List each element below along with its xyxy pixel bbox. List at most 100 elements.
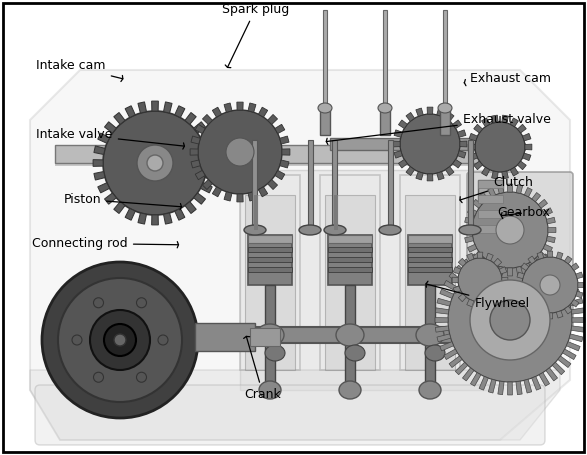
Ellipse shape: [438, 103, 452, 113]
Polygon shape: [566, 289, 580, 298]
Circle shape: [490, 300, 530, 340]
Bar: [408, 267, 452, 272]
Polygon shape: [268, 115, 278, 125]
Polygon shape: [572, 318, 585, 323]
Polygon shape: [486, 299, 493, 307]
Polygon shape: [556, 311, 563, 318]
Polygon shape: [399, 120, 407, 129]
Bar: [468, 140, 473, 230]
Polygon shape: [525, 144, 532, 150]
Polygon shape: [452, 277, 458, 283]
Polygon shape: [488, 187, 495, 197]
Polygon shape: [446, 112, 454, 121]
Polygon shape: [436, 326, 449, 332]
Polygon shape: [30, 70, 570, 440]
Polygon shape: [446, 167, 454, 176]
Polygon shape: [510, 118, 518, 126]
Polygon shape: [532, 250, 541, 263]
Bar: [425, 285, 435, 385]
Ellipse shape: [265, 345, 285, 361]
Polygon shape: [212, 107, 222, 117]
Circle shape: [226, 138, 254, 166]
Polygon shape: [164, 102, 172, 113]
Polygon shape: [248, 192, 256, 201]
Polygon shape: [558, 356, 571, 368]
Text: Flywheel: Flywheel: [426, 281, 529, 310]
Polygon shape: [546, 236, 555, 243]
Polygon shape: [502, 115, 508, 123]
Bar: [334, 195, 338, 230]
Polygon shape: [500, 286, 507, 293]
Polygon shape: [437, 298, 451, 306]
Polygon shape: [104, 122, 116, 133]
Polygon shape: [437, 108, 444, 116]
Polygon shape: [576, 291, 583, 298]
Circle shape: [540, 275, 560, 295]
Bar: [245, 195, 295, 370]
Polygon shape: [200, 183, 212, 193]
Polygon shape: [510, 167, 518, 176]
Ellipse shape: [318, 103, 332, 113]
Polygon shape: [416, 108, 423, 116]
Circle shape: [58, 278, 182, 402]
Polygon shape: [481, 167, 490, 176]
Circle shape: [137, 298, 147, 308]
Polygon shape: [453, 286, 461, 293]
Polygon shape: [125, 106, 135, 117]
Bar: [248, 235, 292, 243]
Polygon shape: [125, 208, 135, 220]
Polygon shape: [508, 245, 512, 258]
Polygon shape: [465, 217, 474, 224]
Polygon shape: [440, 289, 454, 298]
Bar: [325, 195, 375, 370]
Polygon shape: [517, 291, 524, 298]
Polygon shape: [566, 342, 580, 351]
Polygon shape: [212, 187, 222, 197]
Polygon shape: [552, 362, 565, 375]
Circle shape: [90, 310, 150, 370]
Circle shape: [475, 122, 525, 172]
Polygon shape: [406, 167, 414, 176]
Polygon shape: [543, 208, 552, 216]
Polygon shape: [552, 265, 565, 278]
Polygon shape: [175, 106, 185, 117]
Polygon shape: [521, 263, 529, 271]
Polygon shape: [498, 245, 504, 259]
Polygon shape: [502, 277, 508, 283]
Bar: [254, 195, 258, 230]
Polygon shape: [528, 256, 535, 264]
Polygon shape: [524, 263, 532, 273]
Circle shape: [147, 155, 163, 171]
Polygon shape: [456, 362, 468, 375]
Bar: [328, 235, 372, 285]
Polygon shape: [94, 146, 105, 155]
Circle shape: [158, 335, 168, 345]
FancyBboxPatch shape: [35, 385, 545, 445]
Ellipse shape: [459, 225, 481, 235]
Bar: [400, 175, 460, 370]
Polygon shape: [492, 171, 498, 179]
Polygon shape: [571, 263, 579, 271]
Ellipse shape: [339, 381, 361, 399]
Polygon shape: [194, 193, 205, 204]
Circle shape: [93, 372, 103, 382]
Circle shape: [448, 258, 572, 382]
Polygon shape: [394, 151, 402, 158]
Polygon shape: [464, 228, 472, 233]
Polygon shape: [516, 267, 522, 275]
Polygon shape: [467, 244, 477, 252]
Circle shape: [137, 372, 147, 382]
Polygon shape: [435, 318, 448, 323]
Polygon shape: [114, 112, 125, 124]
Ellipse shape: [336, 324, 364, 346]
Ellipse shape: [425, 345, 445, 361]
Text: Intake cam: Intake cam: [36, 60, 123, 81]
Polygon shape: [185, 112, 196, 124]
Polygon shape: [458, 151, 466, 158]
Polygon shape: [562, 349, 576, 359]
Polygon shape: [479, 376, 488, 390]
Polygon shape: [481, 118, 490, 126]
Text: Exhaust cam: Exhaust cam: [464, 72, 551, 86]
Polygon shape: [280, 136, 289, 144]
Bar: [345, 285, 355, 385]
